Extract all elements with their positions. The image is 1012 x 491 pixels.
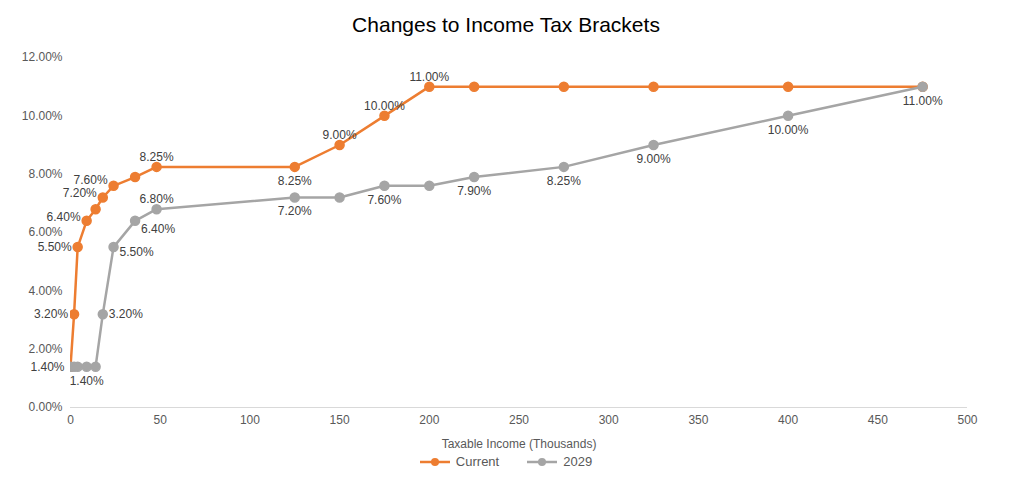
svg-text:8.25%: 8.25% [547, 174, 581, 188]
svg-text:150: 150 [330, 413, 350, 427]
svg-text:8.00%: 8.00% [28, 167, 62, 181]
svg-text:11.00%: 11.00% [903, 94, 943, 108]
svg-text:400: 400 [778, 413, 798, 427]
svg-text:6.40%: 6.40% [141, 222, 175, 236]
svg-text:6.00%: 6.00% [28, 225, 62, 239]
html-text:Changes to Income Tax Brackets: Changes to Income Tax Brackets [352, 13, 660, 36]
svg-text:8.25%: 8.25% [140, 150, 174, 164]
svg-text:5.50%: 5.50% [120, 245, 154, 259]
svg-text:6.40%: 6.40% [47, 210, 81, 224]
svg-text:10.00%: 10.00% [22, 109, 63, 123]
svg-text:100: 100 [240, 413, 260, 427]
svg-text:3.20%: 3.20% [34, 307, 68, 321]
svg-text:1.40%: 1.40% [30, 360, 64, 374]
html-text:Current: Current [455, 454, 500, 469]
svg-text:1.40%: 1.40% [70, 374, 104, 388]
svg-text:4.00%: 4.00% [28, 284, 62, 298]
svg-text:7.60%: 7.60% [367, 193, 401, 207]
svg-text:11.00%: 11.00% [409, 70, 449, 84]
svg-text:12.00%: 12.00% [22, 50, 63, 64]
svg-text:5.50%: 5.50% [38, 240, 72, 254]
svg-text:9.00%: 9.00% [323, 128, 357, 142]
svg-text:500: 500 [957, 413, 977, 427]
svg-text:7.20%: 7.20% [63, 186, 97, 200]
html-text:2029: 2029 [563, 454, 593, 469]
svg-text:3.20%: 3.20% [109, 307, 143, 321]
svg-text:350: 350 [688, 413, 708, 427]
svg-text:7.60%: 7.60% [74, 173, 108, 187]
svg-text:0: 0 [67, 413, 74, 427]
svg-text:10.00%: 10.00% [364, 99, 405, 113]
svg-text:50: 50 [154, 413, 168, 427]
svg-text:10.00%: 10.00% [768, 123, 809, 137]
svg-text:2.00%: 2.00% [28, 342, 62, 356]
svg-text:9.00%: 9.00% [637, 152, 671, 166]
svg-text:7.90%: 7.90% [457, 184, 491, 198]
svg-text:200: 200 [419, 413, 439, 427]
svg-text:6.80%: 6.80% [140, 192, 174, 206]
svg-text:Taxable Income (Thousands): Taxable Income (Thousands) [442, 437, 597, 451]
svg-text:450: 450 [868, 413, 888, 427]
svg-text:7.20%: 7.20% [278, 204, 312, 218]
svg-text:250: 250 [509, 413, 529, 427]
svg-text:8.25%: 8.25% [278, 174, 312, 188]
svg-text:0.00%: 0.00% [28, 400, 62, 414]
svg-text:300: 300 [599, 413, 619, 427]
